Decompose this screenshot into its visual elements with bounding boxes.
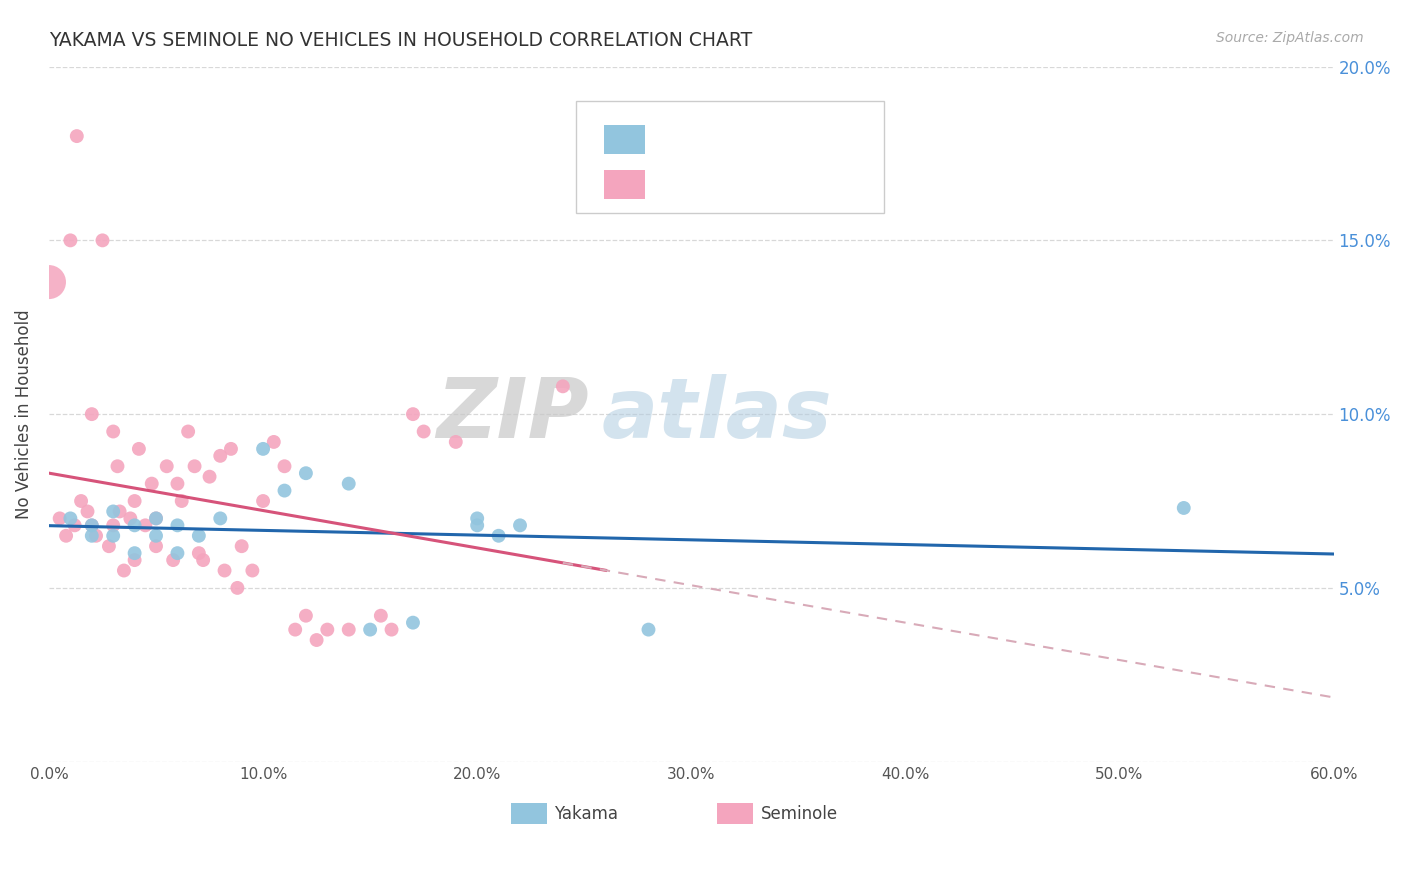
Point: [70, 494, 93, 508]
Point: [108, 504, 131, 518]
Point: [59, 233, 82, 247]
Point: [145, 539, 167, 553]
Point: [162, 553, 184, 567]
Bar: [605, 125, 645, 154]
Point: [177, 425, 200, 439]
Point: [380, 623, 402, 637]
Point: [252, 442, 274, 456]
Point: [48, 511, 70, 525]
Point: [183, 459, 205, 474]
Point: [284, 623, 307, 637]
Text: YAKAMA VS SEMINOLE NO VEHICLES IN HOUSEHOLD CORRELATION CHART: YAKAMA VS SEMINOLE NO VEHICLES IN HOUSEH…: [49, 31, 752, 50]
Point: [359, 623, 381, 637]
Point: [59, 511, 82, 525]
Point: [141, 476, 163, 491]
Point: [124, 553, 146, 567]
Point: [145, 529, 167, 543]
Point: [465, 518, 488, 533]
Point: [80, 518, 103, 533]
Point: [316, 623, 339, 637]
Point: [107, 459, 129, 474]
Point: [124, 494, 146, 508]
Y-axis label: No Vehicles in Household: No Vehicles in Household: [15, 310, 32, 519]
Text: R =  0.251: R = 0.251: [659, 175, 755, 194]
Text: Source: ZipAtlas.com: Source: ZipAtlas.com: [1216, 31, 1364, 45]
Text: R = 0.059: R = 0.059: [659, 130, 749, 148]
Point: [38, 275, 60, 289]
Point: [509, 518, 531, 533]
Point: [273, 459, 295, 474]
Point: [80, 529, 103, 543]
Text: ZIP: ZIP: [436, 374, 589, 455]
Point: [209, 511, 232, 525]
Point: [166, 476, 188, 491]
Point: [263, 434, 285, 449]
Text: Seminole: Seminole: [761, 805, 838, 822]
Point: [166, 546, 188, 560]
Point: [219, 442, 242, 456]
Point: [80, 518, 103, 533]
Point: [305, 633, 328, 648]
Point: [76, 504, 98, 518]
Point: [134, 518, 156, 533]
Point: [402, 615, 425, 630]
Point: [166, 518, 188, 533]
Point: [112, 564, 135, 578]
Bar: [605, 169, 645, 199]
Point: [63, 518, 86, 533]
Point: [80, 407, 103, 421]
Point: [55, 529, 77, 543]
Point: [273, 483, 295, 498]
Point: [145, 511, 167, 525]
Point: [337, 476, 360, 491]
Point: [488, 529, 510, 543]
Point: [170, 494, 193, 508]
Point: [226, 581, 249, 595]
Point: [551, 379, 574, 393]
Text: N = 25: N = 25: [775, 130, 838, 148]
Point: [97, 539, 120, 553]
Bar: [717, 804, 754, 824]
Point: [191, 553, 214, 567]
Point: [156, 459, 179, 474]
Point: [402, 407, 425, 421]
Point: [412, 425, 434, 439]
Point: [444, 434, 467, 449]
Point: [198, 469, 221, 483]
Point: [214, 564, 236, 578]
Point: [84, 529, 107, 543]
Point: [103, 504, 125, 518]
Text: N = 54: N = 54: [775, 175, 838, 194]
FancyBboxPatch shape: [575, 102, 884, 212]
Point: [128, 442, 150, 456]
Point: [465, 511, 488, 525]
Point: [295, 608, 318, 623]
Point: [120, 511, 142, 525]
Point: [209, 449, 232, 463]
Point: [295, 467, 318, 481]
Point: [103, 518, 125, 533]
Point: [242, 564, 264, 578]
Point: [252, 494, 274, 508]
Point: [145, 511, 167, 525]
Point: [187, 529, 209, 543]
Point: [91, 233, 114, 247]
Point: [124, 518, 146, 533]
Bar: [512, 804, 547, 824]
Text: atlas: atlas: [602, 374, 832, 455]
Point: [637, 623, 659, 637]
Point: [1173, 500, 1195, 515]
Point: [66, 129, 89, 144]
Point: [370, 608, 392, 623]
Text: Yakama: Yakama: [554, 805, 617, 822]
Point: [187, 546, 209, 560]
Point: [124, 546, 146, 560]
Point: [231, 539, 253, 553]
Point: [103, 425, 125, 439]
Point: [103, 529, 125, 543]
Point: [337, 623, 360, 637]
